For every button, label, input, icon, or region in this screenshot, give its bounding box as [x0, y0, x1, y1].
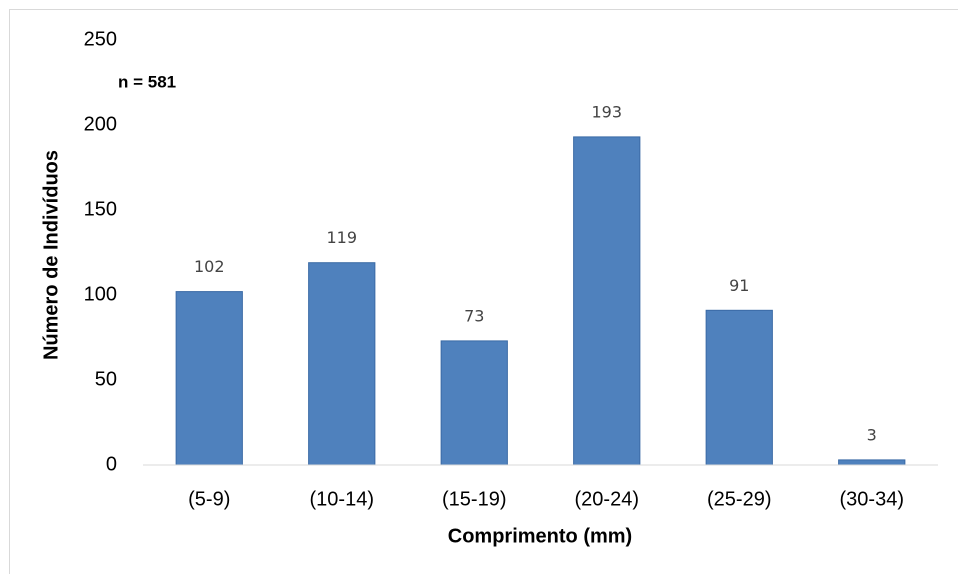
x-tick-label: (20-24) — [575, 488, 639, 510]
x-tick-label: (5-9) — [188, 488, 230, 510]
value-label: 193 — [591, 102, 622, 121]
x-tick-label: (10-14) — [310, 488, 374, 510]
y-axis-title: Número de Indivíduos — [40, 150, 62, 360]
y-tick-label: 200 — [84, 113, 117, 135]
bar — [308, 262, 376, 466]
value-label: 73 — [464, 306, 484, 325]
x-tick-label: (25-29) — [707, 488, 771, 510]
bar — [175, 291, 243, 466]
bar — [573, 136, 641, 466]
value-label: 3 — [867, 425, 877, 444]
value-label: 119 — [326, 228, 357, 247]
y-tick-label: 150 — [84, 198, 117, 220]
value-label: 91 — [729, 276, 749, 295]
y-tick-label: 250 — [84, 28, 117, 50]
y-tick-label: 50 — [95, 368, 117, 390]
bar — [838, 459, 906, 466]
x-tick-label: (30-34) — [840, 488, 904, 510]
x-tick-label: (15-19) — [442, 488, 506, 510]
y-tick-label: 0 — [106, 453, 117, 475]
annotation: n = 581 — [118, 72, 176, 91]
bar — [440, 340, 508, 466]
y-tick-label: 100 — [84, 283, 117, 305]
chart-border — [9, 9, 958, 574]
value-label: 102 — [194, 257, 225, 276]
bar — [705, 309, 773, 466]
x-axis-title: Comprimento (mm) — [448, 525, 632, 547]
